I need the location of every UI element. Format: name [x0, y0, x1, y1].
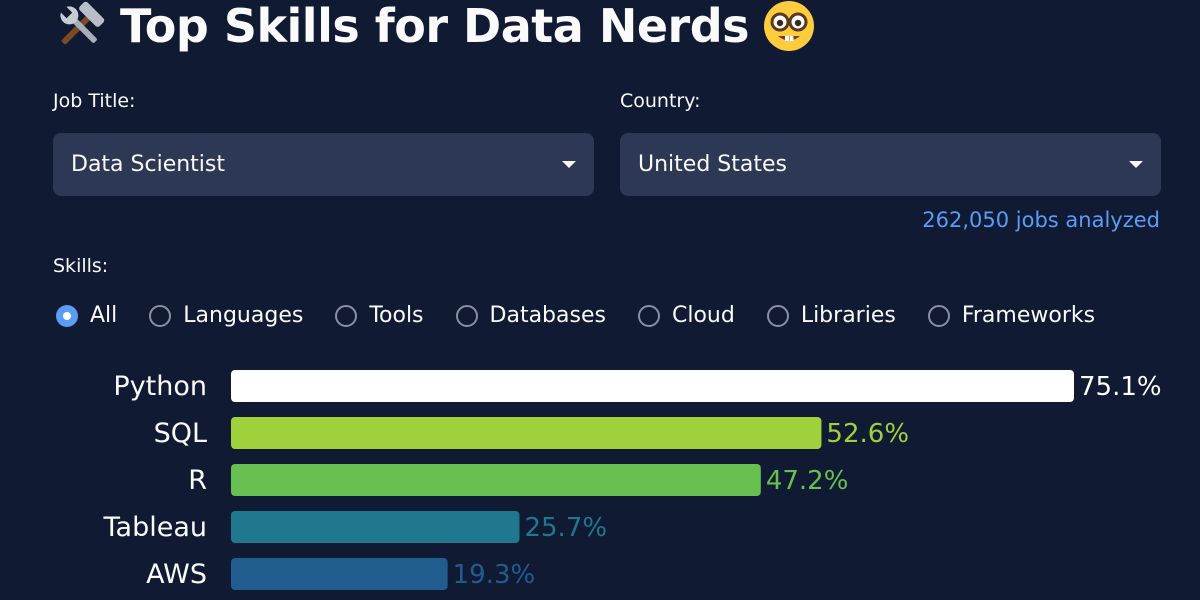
radio-label: Libraries [800, 303, 896, 328]
radio-option-frameworks[interactable]: Frameworks [927, 303, 1096, 328]
hammer-and-wrench-icon [52, 0, 108, 54]
bar [231, 511, 520, 543]
radio-button[interactable] [637, 304, 660, 327]
category-label: Python [113, 371, 207, 402]
radio-option-databases[interactable]: Databases [455, 303, 606, 328]
chevron-down-icon [562, 161, 576, 168]
country-value: United States [638, 152, 787, 177]
chevron-down-icon [1129, 161, 1143, 168]
radio-label: Languages [183, 303, 304, 328]
bar [231, 370, 1074, 402]
skills-bar-chart: Python 75.1% SQL 52.6% R 47.2% Tableau 25.7% AWS… [103, 370, 1162, 590]
radio-button[interactable] [149, 304, 172, 327]
nerd-face-icon [761, 0, 817, 54]
radio-button[interactable] [766, 304, 789, 327]
value-label: 75.1% [1079, 372, 1162, 402]
page-title-row: Top Skills for Data Nerds [52, 0, 817, 54]
category-label: Tableau [103, 512, 207, 543]
value-label: 25.7% [524, 513, 607, 543]
job-title-label: Job Title: [53, 90, 136, 112]
page-title: Top Skills for Data Nerds [120, 0, 750, 53]
radio-button[interactable] [927, 304, 950, 327]
skills-radio-group: All Languages Tools Databases Cloud Libr… [56, 303, 1127, 328]
country-label: Country: [620, 90, 701, 112]
radio-option-cloud[interactable]: Cloud [637, 303, 735, 328]
job-title-value: Data Scientist [71, 152, 225, 177]
bar [231, 558, 448, 590]
radio-label: Databases [489, 303, 606, 328]
radio-option-tools[interactable]: Tools [335, 303, 424, 328]
radio-option-libraries[interactable]: Libraries [766, 303, 896, 328]
jobs-analyzed-count: 262,050 jobs analyzed [922, 208, 1160, 232]
country-select[interactable]: United States [620, 133, 1161, 196]
radio-label: All [90, 303, 118, 328]
value-label: 52.6% [826, 419, 909, 449]
radio-button[interactable] [335, 304, 358, 327]
radio-option-all[interactable]: All [56, 303, 117, 328]
job-title-select[interactable]: Data Scientist [53, 133, 594, 196]
radio-option-languages[interactable]: Languages [149, 303, 303, 328]
radio-label: Frameworks [961, 303, 1096, 328]
category-label: SQL [154, 418, 207, 449]
value-label: 47.2% [766, 466, 849, 496]
radio-button-selected[interactable] [56, 304, 78, 327]
radio-button[interactable] [455, 304, 478, 327]
category-label: AWS [146, 559, 207, 590]
radio-label: Tools [369, 303, 424, 328]
skills-label: Skills: [53, 255, 109, 277]
radio-label: Cloud [671, 303, 735, 328]
bar [231, 417, 822, 449]
value-label: 19.3% [453, 560, 536, 590]
bar [231, 464, 761, 496]
category-label: R [188, 465, 207, 496]
